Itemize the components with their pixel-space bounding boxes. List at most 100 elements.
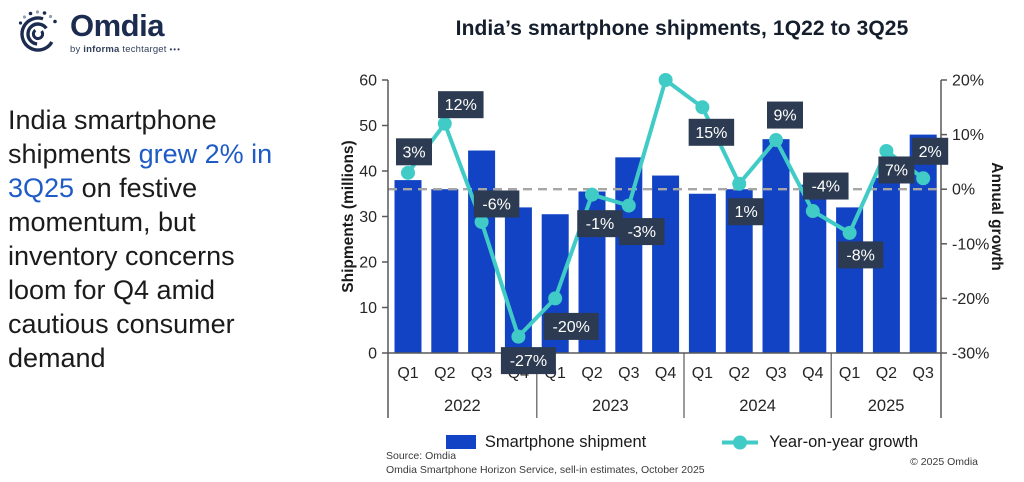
bar-Q2-2022 xyxy=(431,189,459,353)
growth-label-box-Q2-2022 xyxy=(438,91,484,119)
omdia-logo-icon xyxy=(18,10,57,52)
growth-label-box-Q2-2025 xyxy=(878,156,915,184)
growth-point-Q4-2024 xyxy=(805,204,820,219)
growth-label-Q3-2022: -6% xyxy=(482,196,510,213)
bar-Q1-2024 xyxy=(688,193,716,353)
omdia-logo-text: Omdia by informa techtarget ••• xyxy=(70,6,181,55)
right-tick-label-20: 20% xyxy=(952,73,984,90)
left-tick-label-0: 0 xyxy=(368,346,377,363)
growth-point-Q1-2024 xyxy=(695,100,710,115)
growth-label-Q4-2022: -27% xyxy=(510,353,547,370)
source-line2: Omdia Smartphone Horizon Service, sell-i… xyxy=(386,464,705,476)
growth-label-Q1-2025: -8% xyxy=(846,247,874,264)
growth-label-Q3-2025: 2% xyxy=(919,144,942,161)
tagline-dots: ••• xyxy=(169,45,181,54)
right-tick-label-0: 0% xyxy=(952,182,975,199)
summary-part1: India smartphone shipments xyxy=(8,105,217,169)
growth-point-Q4-2023 xyxy=(658,73,673,87)
growth-label-box-Q4-2024 xyxy=(803,172,849,200)
chart-title: India’s smartphone shipments, 1Q22 to 3Q… xyxy=(455,17,909,40)
right-tick-label-10: 10% xyxy=(952,127,984,144)
chart-legend: Smartphone shipment Year-on-year growth xyxy=(340,429,1024,455)
bar-Q1-2022 xyxy=(394,180,422,353)
legend-item-growth: Year-on-year growth xyxy=(720,433,918,452)
year-label-2022: 2022 xyxy=(444,397,481,415)
left-tick-label-50: 50 xyxy=(359,118,377,135)
copyright-note: © 2025 Omdia xyxy=(910,456,978,468)
growth-point-Q3-2025 xyxy=(916,171,931,186)
growth-label-Q2-2025: 7% xyxy=(885,162,908,179)
growth-point-Q1-2022 xyxy=(401,165,415,180)
x-label-Q3-2025: Q3 xyxy=(913,365,934,382)
legend-bar-label: Smartphone shipment xyxy=(484,432,647,451)
growth-point-Q2-2024 xyxy=(732,176,747,191)
omdia-logo: Omdia by informa techtarget ••• xyxy=(12,6,181,58)
year-label-2024: 2024 xyxy=(739,397,776,415)
x-label-Q3-2024: Q3 xyxy=(765,365,786,382)
tagline-by: by xyxy=(70,44,84,55)
growth-point-Q1-2023 xyxy=(548,291,563,306)
summary-highlight: grew 2% in 3Q25 xyxy=(8,139,273,203)
growth-label-box-Q2-2024 xyxy=(728,198,765,226)
growth-point-Q1-2025 xyxy=(842,225,857,240)
growth-label-box-Q3-2023 xyxy=(619,218,665,246)
x-label-Q4-2024: Q4 xyxy=(802,365,823,382)
left-axis-title: Shipments (millions) xyxy=(340,140,357,292)
left-tick-label-60: 60 xyxy=(359,73,377,90)
x-label-Q2-2025: Q2 xyxy=(876,365,897,382)
summary-part2: on festive momentum, but inventory conce… xyxy=(8,173,235,373)
growth-label-box-Q4-2022 xyxy=(500,347,556,375)
bar-Q3-2023 xyxy=(615,157,643,353)
growth-label-box-Q1-2024 xyxy=(688,118,735,146)
growth-label-Q2-2022: 12% xyxy=(445,97,477,114)
source-note: Source: Omdia Omdia Smartphone Horizon S… xyxy=(386,449,705,477)
growth-label-box-Q1-2025 xyxy=(837,241,884,269)
growth-label-box-Q1-2022 xyxy=(396,138,432,166)
left-tick-label-10: 10 xyxy=(359,300,377,317)
growth-label-box-Q3-2024 xyxy=(767,101,803,129)
legend-item-shipment: Smartphone shipment xyxy=(445,432,647,452)
right-tick-label--30: -30% xyxy=(952,346,989,363)
growth-label-Q3-2024: 9% xyxy=(773,108,796,125)
legend-line-swatch xyxy=(722,435,759,449)
omdia-logo-tagline: by informa techtarget ••• xyxy=(70,44,181,55)
chart-area: 0 10 20 30 40 50 60 -30% -20% -10% 0% 10% 20% Q1 Q2 Q3 Q… xyxy=(340,52,1024,430)
growth-point-Q3-2024 xyxy=(769,133,783,148)
source-line1: Source: Omdia xyxy=(386,450,457,462)
year-label-2025: 2025 xyxy=(868,397,905,415)
growth-label-Q3-2023: -3% xyxy=(628,224,656,241)
growth-label-Q1-2024: 15% xyxy=(695,125,727,142)
x-label-Q2-2024: Q2 xyxy=(729,365,750,382)
tagline-techtarget: techtarget xyxy=(119,44,170,55)
year-label-2023: 2023 xyxy=(592,397,629,415)
x-label-Q3-2023: Q3 xyxy=(618,365,639,382)
right-tick-label--10: -10% xyxy=(952,236,989,253)
growth-label-box-Q2-2023 xyxy=(577,210,623,238)
x-label-Q2-2023: Q2 xyxy=(581,365,602,382)
omdia-logo-name: Omdia xyxy=(70,8,164,43)
growth-label-box-Q3-2025 xyxy=(912,137,949,165)
growth-label-Q2-2023: -1% xyxy=(586,216,614,233)
x-label-Q3-2022: Q3 xyxy=(471,365,492,382)
bar-Q4-2023 xyxy=(652,175,680,353)
tagline-informa: informa xyxy=(83,44,120,55)
x-label-Q1-2025: Q1 xyxy=(839,365,860,382)
growth-label-box-Q3-2022 xyxy=(473,190,520,218)
growth-point-Q2-2022 xyxy=(437,116,452,131)
growth-label-box-Q1-2023 xyxy=(543,312,599,340)
growth-label-Q4-2024: -4% xyxy=(812,179,840,196)
x-label-Q2-2022: Q2 xyxy=(434,365,455,382)
left-tick-label-30: 30 xyxy=(359,209,377,226)
growth-label-Q2-2024: 1% xyxy=(735,204,758,221)
growth-point-Q4-2022 xyxy=(511,329,526,344)
bar-Q3-2024 xyxy=(762,139,790,353)
shipments-chart: 0 10 20 30 40 50 60 -30% -20% -10% 0% 10% 20% Q1 Q2 Q3 Q… xyxy=(340,73,1005,418)
right-axis-title: Annual growth xyxy=(988,162,1005,271)
x-label-Q1-2022: Q1 xyxy=(397,365,418,382)
growth-point-Q2-2025 xyxy=(879,143,894,158)
right-tick-label--20: -20% xyxy=(952,291,989,308)
legend-bar-swatch xyxy=(445,435,476,449)
growth-label-Q1-2023: -20% xyxy=(553,319,590,336)
legend-line-label: Year-on-year growth xyxy=(769,432,919,451)
